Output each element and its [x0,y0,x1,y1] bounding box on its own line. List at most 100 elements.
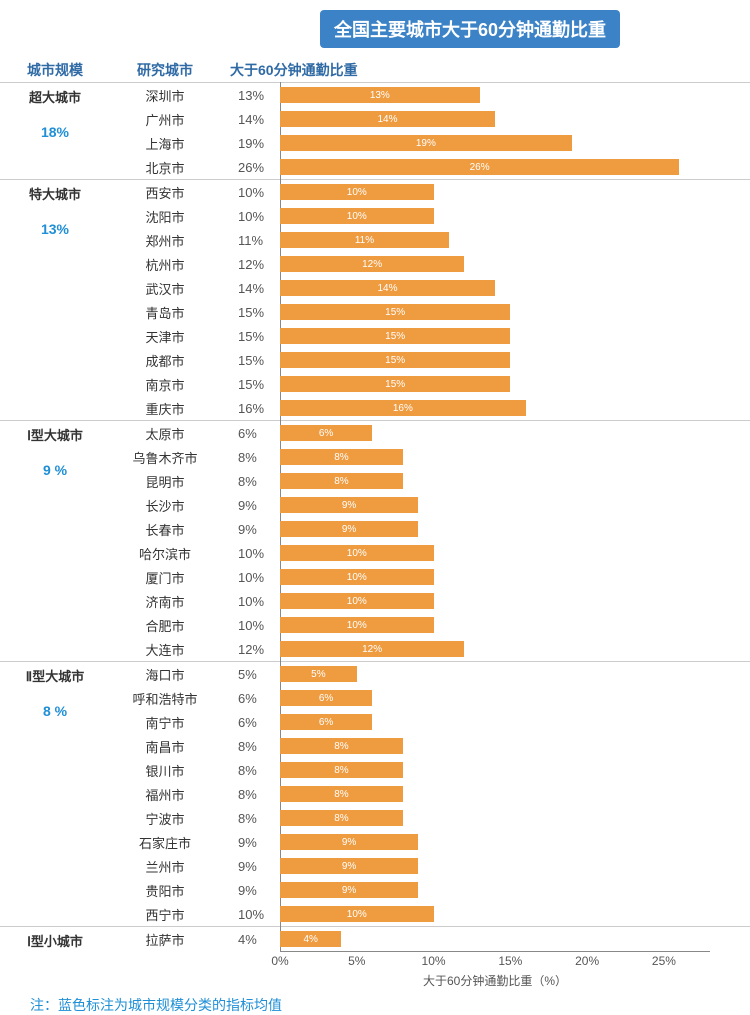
table-row: 南昌市8%8% [110,734,750,758]
value-label: 9% [220,835,280,850]
table-row: 乌鲁木齐市8%8% [110,445,750,469]
bar-area: 9% [280,517,710,541]
bar-area: 9% [280,830,710,854]
bar-area: 4% [280,927,710,951]
city-name: 广州市 [110,110,220,129]
bar-area: 11% [280,228,710,252]
city-group: 特大城市13%西安市10%10%沈阳市10%10%郑州市11%11%杭州市12%… [0,179,750,420]
value-label: 15% [220,377,280,392]
city-name: 福州市 [110,785,220,804]
bar-area: 26% [280,155,710,179]
city-name: 武汉市 [110,279,220,298]
city-name: 贵阳市 [110,881,220,900]
bar-area: 15% [280,324,710,348]
city-name: 西安市 [110,183,220,202]
bar: 9% [280,497,418,513]
table-row: 深圳市13%13% [110,83,750,107]
city-name: 青岛市 [110,303,220,322]
table-row: 沈阳市10%10% [110,204,750,228]
bar-area: 12% [280,252,710,276]
group-name: 超大城市 [0,87,110,106]
group-name: Ⅰ型小城市 [0,931,110,950]
value-label: 8% [220,811,280,826]
x-tick-label: 25% [652,954,676,968]
table-row: 合肥市10%10% [110,613,750,637]
table-row: 太原市6%6% [110,421,750,445]
group-rows: 海口市5%5%呼和浩特市6%6%南宁市6%6%南昌市8%8%银川市8%8%福州市… [110,662,750,926]
bar: 6% [280,690,372,706]
table-row: 青岛市15%15% [110,300,750,324]
group-average: 8 % [0,703,110,719]
table-row: 昆明市8%8% [110,469,750,493]
bar: 15% [280,352,510,368]
header-city: 研究城市 [110,60,220,80]
bar: 13% [280,87,480,103]
x-tick-label: 5% [348,954,365,968]
bar-area: 6% [280,421,710,445]
bar: 10% [280,593,434,609]
table-row: 武汉市14%14% [110,276,750,300]
bar-area: 9% [280,854,710,878]
bar-area: 10% [280,613,710,637]
city-name: 呼和浩特市 [110,689,220,708]
table-row: 哈尔滨市10%10% [110,541,750,565]
table-row: 西宁市10%10% [110,902,750,926]
bar: 8% [280,762,403,778]
table-row: 厦门市10%10% [110,565,750,589]
value-label: 15% [220,353,280,368]
bar-area: 5% [280,662,710,686]
bar-area: 15% [280,300,710,324]
city-name: 南昌市 [110,737,220,756]
value-label: 8% [220,763,280,778]
value-label: 9% [220,859,280,874]
bar: 12% [280,256,464,272]
bar: 11% [280,232,449,248]
table-row: 北京市26%26% [110,155,750,179]
bar: 6% [280,714,372,730]
value-label: 4% [220,932,280,947]
value-label: 12% [220,642,280,657]
x-tick-label: 20% [575,954,599,968]
table-row: 呼和浩特市6%6% [110,686,750,710]
bar-area: 8% [280,445,710,469]
bar: 14% [280,111,495,127]
table-row: 宁波市8%8% [110,806,750,830]
city-name: 南京市 [110,375,220,394]
x-tick-label: 15% [498,954,522,968]
value-label: 16% [220,401,280,416]
value-label: 10% [220,185,280,200]
table-row: 西安市10%10% [110,180,750,204]
bar: 9% [280,858,418,874]
city-name: 昆明市 [110,472,220,491]
bar: 10% [280,906,434,922]
value-label: 8% [220,450,280,465]
value-label: 10% [220,209,280,224]
column-headers: 城市规模 研究城市 大于60分钟通勤比重 [0,56,750,82]
table-row: 海口市5%5% [110,662,750,686]
bar: 4% [280,931,341,947]
bar: 8% [280,810,403,826]
table-row: 兰州市9%9% [110,854,750,878]
city-name: 兰州市 [110,857,220,876]
city-name: 太原市 [110,424,220,443]
group-average: 13% [0,221,110,237]
bar: 16% [280,400,526,416]
value-label: 9% [220,522,280,537]
bar: 9% [280,521,418,537]
value-label: 14% [220,112,280,127]
group-label: 特大城市13% [0,180,110,420]
chart-body: 超大城市18%深圳市13%13%广州市14%14%上海市19%19%北京市26%… [0,82,750,951]
table-row: 石家庄市9%9% [110,830,750,854]
city-name: 哈尔滨市 [110,544,220,563]
table-row: 拉萨市4%4% [110,927,750,951]
group-label: Ⅰ型小城市 [0,927,110,951]
group-label: Ⅱ型大城市8 % [0,662,110,926]
city-group: Ⅱ型大城市8 %海口市5%5%呼和浩特市6%6%南宁市6%6%南昌市8%8%银川… [0,661,750,926]
table-row: 广州市14%14% [110,107,750,131]
bar-area: 8% [280,734,710,758]
bar-area: 10% [280,565,710,589]
footnote: 注：蓝色标注为城市规模分类的指标均值 [30,995,750,1015]
bar: 10% [280,208,434,224]
city-name: 大连市 [110,640,220,659]
value-label: 10% [220,618,280,633]
